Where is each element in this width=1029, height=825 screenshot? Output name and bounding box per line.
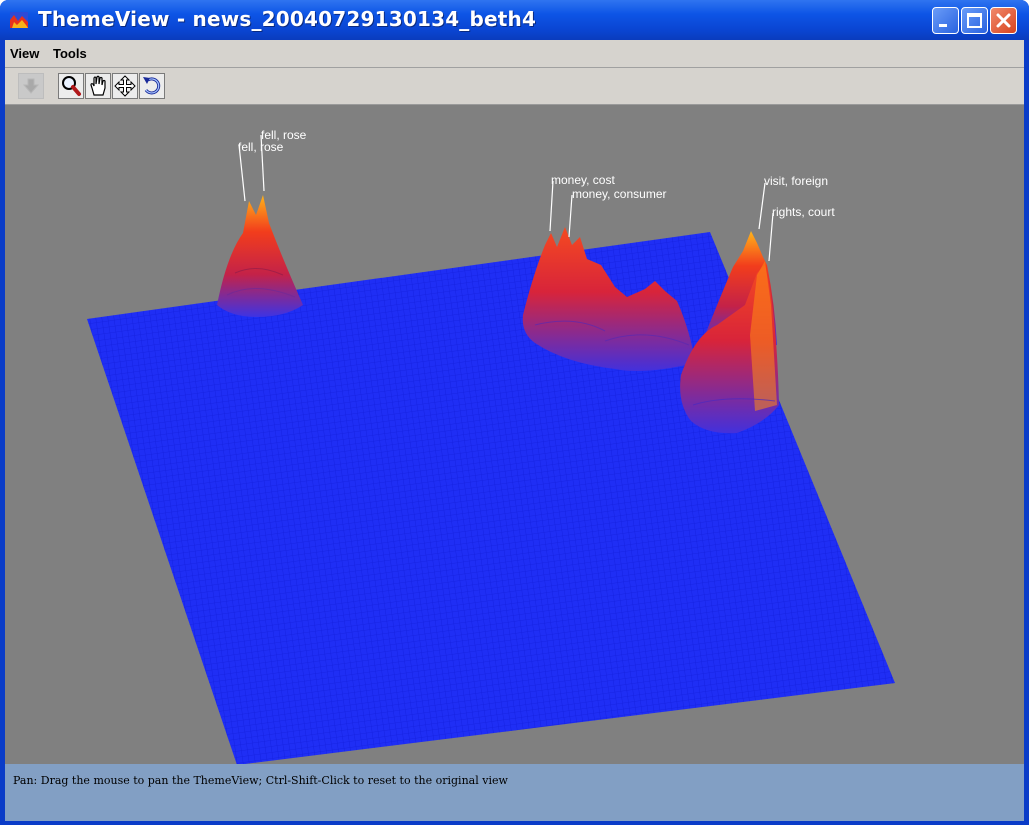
menu-view[interactable]: View — [10, 46, 40, 61]
menu-bar: View Tools — [5, 40, 1024, 68]
minimize-button[interactable] — [932, 7, 959, 34]
peak-label: fell, rose — [261, 128, 307, 142]
move-button[interactable] — [112, 73, 138, 99]
themeview-canvas[interactable]: fell, rose fell, rose money, cost money,… — [5, 105, 1024, 764]
minimize-icon — [939, 24, 947, 27]
menu-tools[interactable]: Tools — [53, 46, 87, 61]
move-arrows-icon — [114, 75, 136, 97]
peak-fell-rose — [217, 195, 303, 317]
close-icon — [996, 13, 1011, 28]
rotate-button[interactable] — [139, 73, 165, 99]
magnifier-icon — [62, 76, 81, 96]
title-bar[interactable]: ThemeView - news_20040729130134_beth4 — [0, 0, 1029, 40]
status-bar: Pan: Drag the mouse to pan the ThemeView… — [5, 764, 1024, 821]
peak-visit-rights — [680, 231, 779, 434]
window-content: View Tools — [5, 40, 1024, 821]
maximize-icon — [967, 13, 982, 28]
down-arrow-icon — [22, 78, 40, 94]
hand-button[interactable] — [85, 73, 111, 99]
peak-label: money, consumer — [572, 187, 666, 201]
window-title: ThemeView - news_20040729130134_beth4 — [38, 7, 537, 31]
peak-label: visit, foreign — [764, 174, 828, 188]
peak-label: money, cost — [551, 173, 615, 187]
rotate-icon — [143, 77, 161, 95]
peak-label: rights, court — [772, 205, 835, 219]
status-text: Pan: Drag the mouse to pan the ThemeView… — [13, 774, 508, 787]
zoom-button[interactable] — [58, 73, 84, 99]
app-icon — [10, 12, 28, 28]
peak-money — [522, 227, 695, 371]
theme-landscape[interactable]: fell, rose fell, rose money, cost money,… — [5, 105, 1024, 764]
close-button[interactable] — [990, 7, 1017, 34]
peak-label: fell, rose — [238, 140, 284, 154]
hand-icon — [90, 75, 106, 96]
toolbar — [5, 68, 1024, 105]
peak-leader-lines — [238, 134, 774, 262]
down-button[interactable] — [18, 73, 44, 99]
maximize-button[interactable] — [961, 7, 988, 34]
